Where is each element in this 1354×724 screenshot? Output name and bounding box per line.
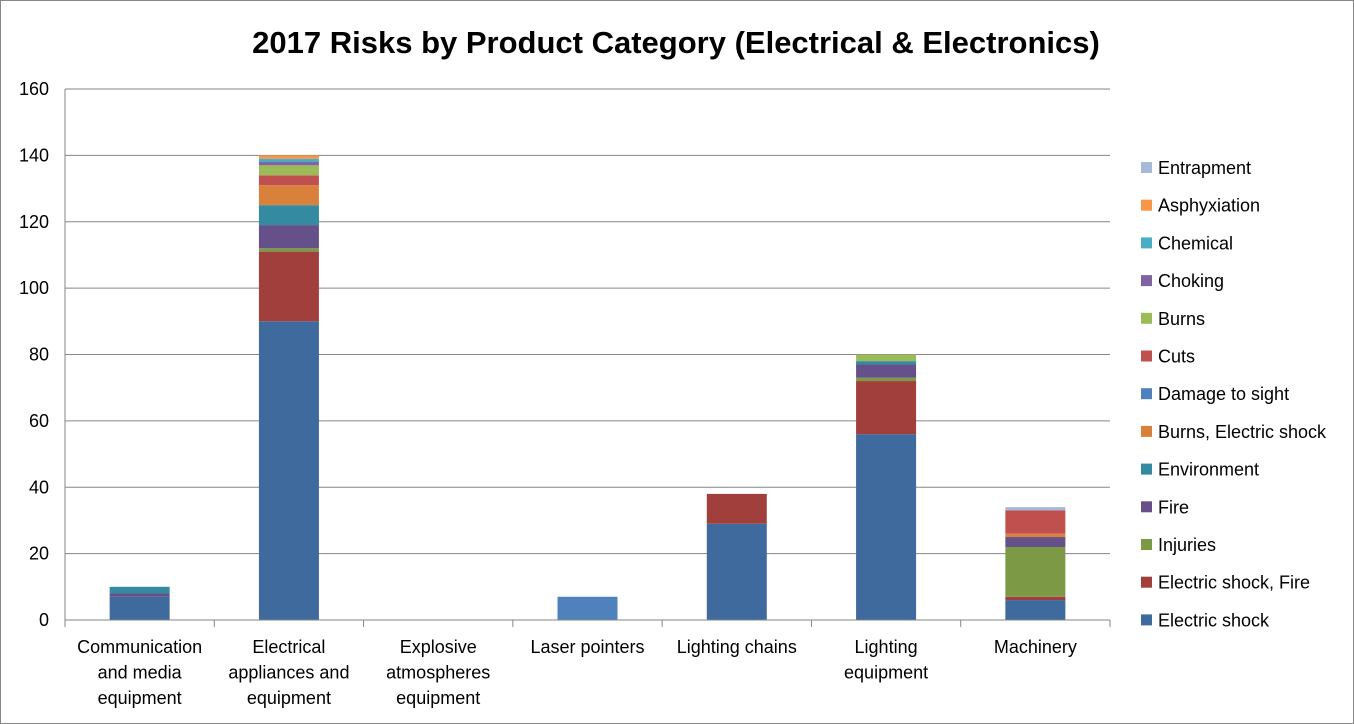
legend-swatch <box>1141 350 1152 362</box>
legend-swatch <box>1141 162 1152 173</box>
bars <box>109 155 1066 620</box>
legend-item: Electric shock <box>1141 610 1270 630</box>
legend: Entrapment Asphyxiation Chemical Choking Bur… <box>1141 158 1327 630</box>
x-category-label: Laser pointers <box>530 637 644 657</box>
y-tick-label: 0 <box>39 610 49 630</box>
bar-segment <box>258 248 319 252</box>
legend-swatch <box>1141 463 1152 475</box>
bar-segment <box>1005 596 1066 601</box>
legend-label: Chemical <box>1158 233 1233 253</box>
legend-item: Burns, Electric shock <box>1141 422 1327 442</box>
legend-item: Choking <box>1141 271 1224 291</box>
bar-segment <box>557 596 618 620</box>
bar-segment <box>1005 537 1066 547</box>
legend-swatch <box>1141 614 1152 626</box>
bar-segment <box>856 434 917 620</box>
bar-segment <box>258 158 319 163</box>
axes <box>64 89 1111 627</box>
bar-segment <box>706 493 767 524</box>
y-tick-label: 100 <box>19 278 49 298</box>
legend-label: Burns <box>1158 309 1205 329</box>
bar-segment <box>856 381 917 435</box>
legend-item: Entrapment <box>1141 158 1251 178</box>
y-tick-label: 120 <box>19 212 49 232</box>
bar-segment <box>258 162 319 166</box>
legend-swatch <box>1141 275 1152 287</box>
legend-label: Choking <box>1158 271 1224 291</box>
legend-swatch <box>1141 388 1152 400</box>
x-category-label: Lighting equipment <box>844 637 928 683</box>
y-tick-label: 140 <box>19 145 49 165</box>
chart-title: 2017 Risks by Product Category (Electric… <box>252 25 1100 60</box>
legend-label: Entrapment <box>1158 158 1251 178</box>
x-category-labels: Communication and media equipment Electrica… <box>77 637 1077 708</box>
bar-segment <box>109 596 170 620</box>
y-tick-label: 80 <box>29 345 49 365</box>
legend-item: Injuries <box>1141 535 1216 555</box>
legend-swatch <box>1141 539 1152 550</box>
legend-label: Electric shock, Fire <box>1158 573 1310 593</box>
x-category-label: Machinery <box>994 637 1077 657</box>
legend-label: Injuries <box>1158 535 1216 555</box>
legend-item: Burns <box>1141 309 1205 329</box>
bar-segment <box>856 364 917 378</box>
legend-label: Damage to sight <box>1158 384 1289 404</box>
legend-label: Fire <box>1158 497 1189 517</box>
bar-segment <box>258 205 319 226</box>
bar-segment <box>258 185 319 206</box>
x-category-label: Lighting chains <box>677 637 797 657</box>
gridlines <box>65 88 1110 555</box>
legend-item: Cuts <box>1141 347 1195 367</box>
legend-swatch <box>1141 425 1152 437</box>
y-tick-label: 40 <box>29 477 49 497</box>
bar-segment <box>1005 546 1066 597</box>
legend-swatch <box>1141 237 1152 249</box>
bar-segment <box>706 523 767 620</box>
bar-segment <box>856 377 917 382</box>
legend-label: Burns, Electric shock <box>1158 422 1327 442</box>
bar-segment <box>258 175 319 186</box>
bar-segment <box>258 155 319 159</box>
y-tick-labels: 0 20 40 60 80 100 120 140 160 <box>19 79 49 630</box>
bar-segment <box>109 586 170 594</box>
bar-segment <box>1005 507 1066 511</box>
bar-segment <box>258 321 319 620</box>
x-category-label: Electrical appliances and equipment <box>228 637 349 708</box>
legend-item: Asphyxiation <box>1141 196 1260 216</box>
legend-item: Environment <box>1141 460 1259 480</box>
x-category-label: Explosive atmospheres equipment <box>386 637 490 708</box>
legend-label: Cuts <box>1158 347 1195 367</box>
bar-segment <box>258 165 319 176</box>
legend-item: Fire <box>1141 497 1189 517</box>
bar-segment <box>1005 533 1066 538</box>
legend-item: Chemical <box>1141 233 1233 253</box>
bar-segment <box>856 354 917 362</box>
legend-label: Asphyxiation <box>1158 196 1260 216</box>
legend-swatch <box>1141 199 1152 211</box>
y-tick-label: 20 <box>29 544 49 564</box>
legend-label: Electric shock <box>1158 610 1270 630</box>
legend-item: Electric shock, Fire <box>1141 573 1310 593</box>
bar-segment <box>856 361 917 365</box>
bar-segment <box>1005 510 1066 534</box>
legend-swatch <box>1141 501 1152 513</box>
legend-item: Damage to sight <box>1141 384 1289 404</box>
bar-segment <box>258 225 319 249</box>
y-tick-label: 160 <box>19 79 49 99</box>
legend-swatch <box>1141 312 1152 324</box>
bar-segment <box>1005 600 1066 620</box>
y-tick-label: 60 <box>29 411 49 431</box>
legend-label: Environment <box>1158 460 1259 480</box>
bar-segment <box>258 251 319 322</box>
bar-segment <box>109 593 170 597</box>
legend-swatch <box>1141 576 1152 588</box>
x-category-label: Communication and media equipment <box>77 637 202 708</box>
